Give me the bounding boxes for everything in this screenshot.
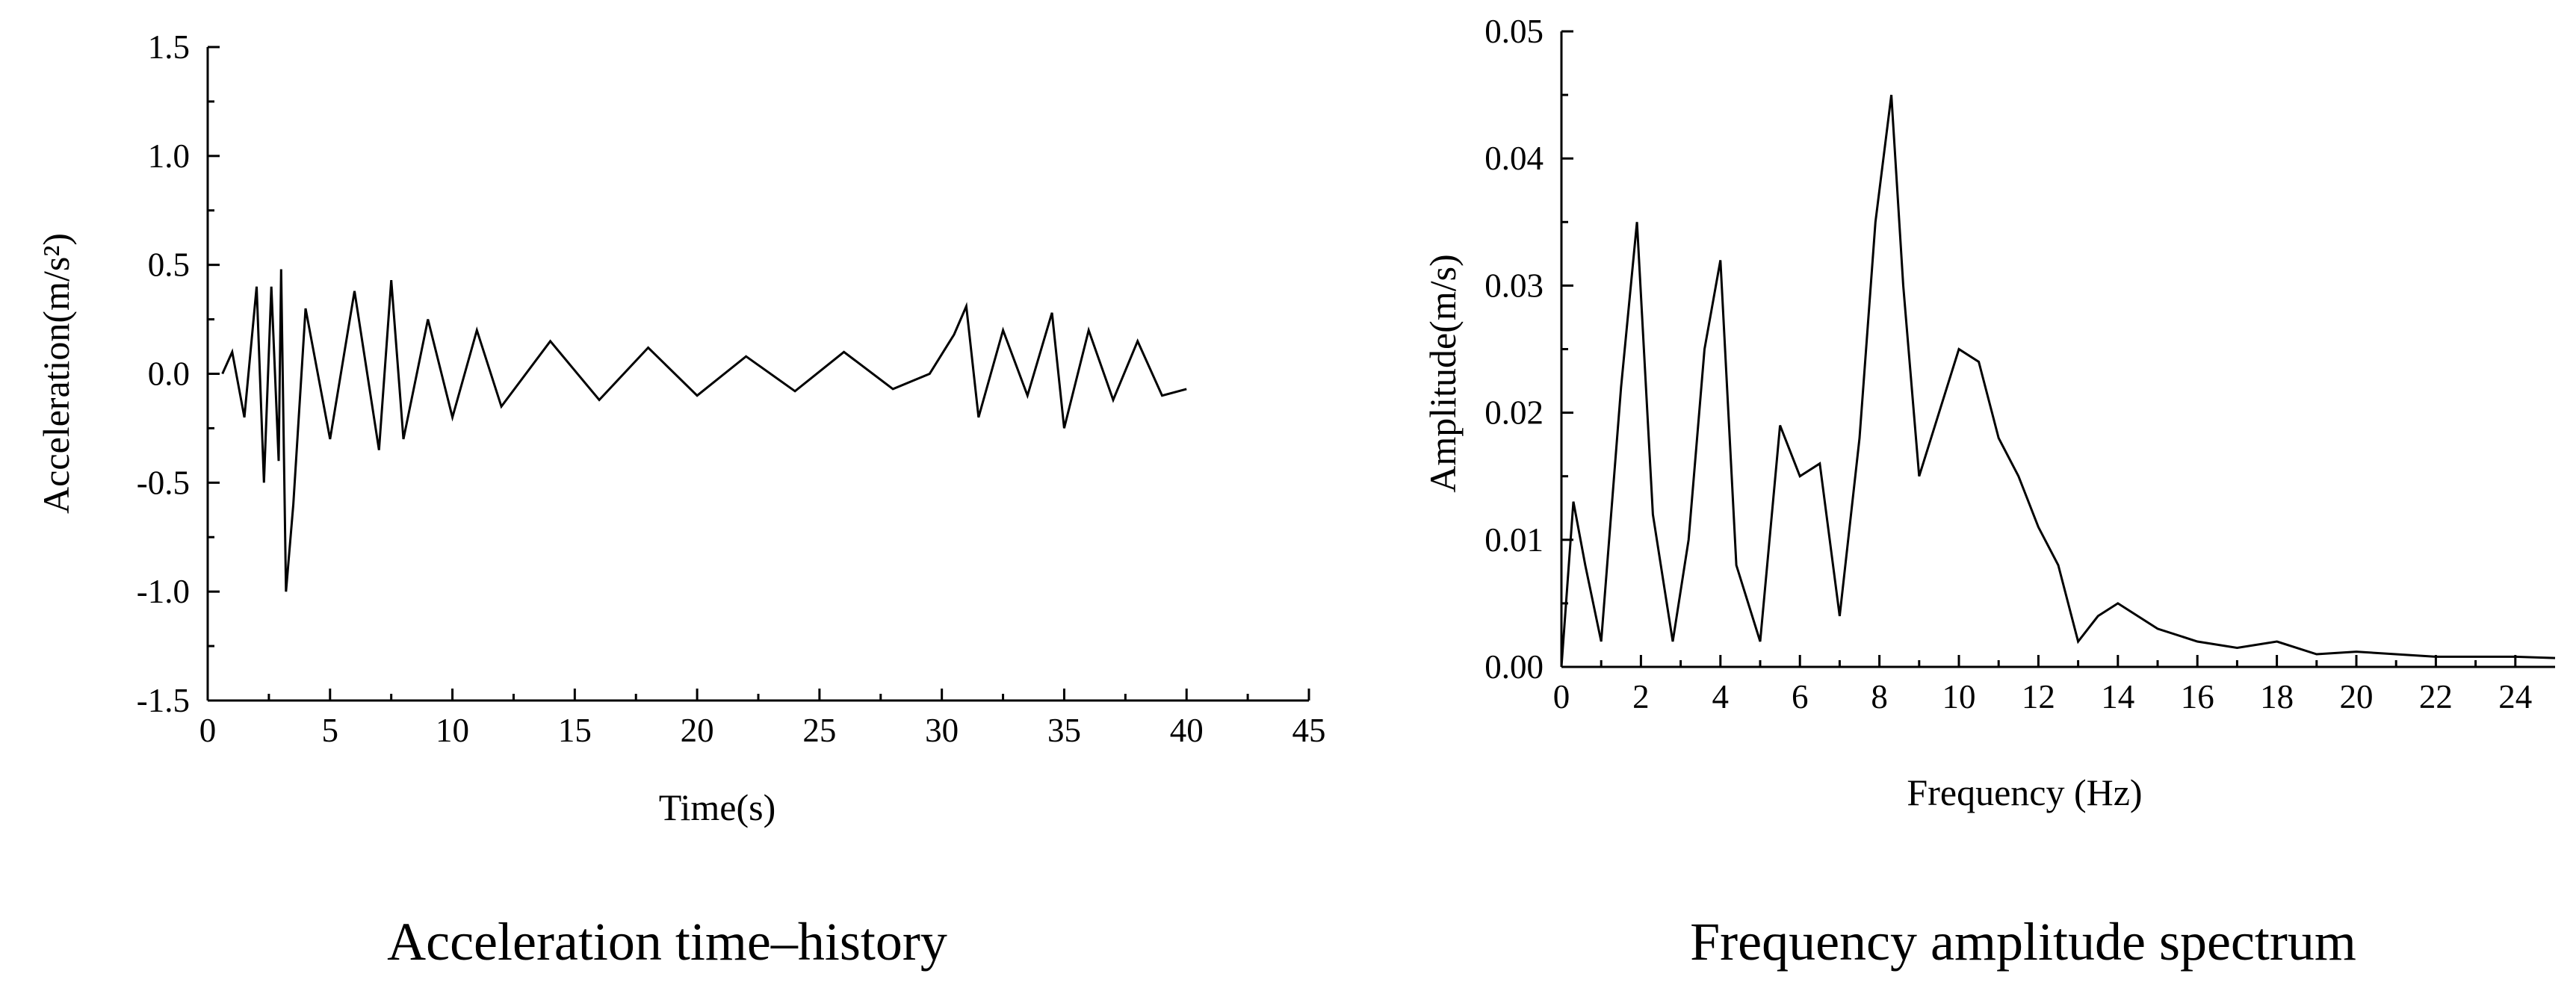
acc-y-axis-title: Acceleration(m/s²): [35, 233, 77, 514]
spec-x-tick-label: 16: [2181, 678, 2214, 715]
spec-x-tick-label: 18: [2260, 678, 2294, 715]
acc-y-ticks: 1.5 1.0 0.5 0.0 -0.5 -1.0 -1.5: [137, 28, 220, 719]
acc-x-tick-label: 45: [1292, 712, 1326, 749]
acc-x-axis-title: Time(s): [659, 786, 776, 828]
spec-x-ticks: 0 2 4 6 8 10 12 14 16 18 20 22 24: [1553, 655, 2532, 715]
spec-y-tick-label: 0.04: [1484, 140, 1544, 177]
spec-y-tick-label: 0.00: [1484, 648, 1544, 686]
spec-y-tick-label: 0.03: [1484, 267, 1544, 304]
acc-x-tick-label: 25: [802, 712, 836, 749]
acc-x-tick-label: 0: [199, 712, 217, 749]
spec-y-axis-title: Amplitude(m/s): [1422, 254, 1464, 492]
acc-x-tick-label: 20: [681, 712, 714, 749]
acc-x-tick-label: 35: [1047, 712, 1081, 749]
spec-x-tick-label: 4: [1712, 678, 1730, 715]
spec-y-ticks: 0.05 0.04 0.03 0.02 0.01 0.00: [1484, 13, 1573, 686]
spec-caption: Frequency amplitude spectrum: [1690, 912, 2356, 972]
spec-x-tick-label: 22: [2419, 678, 2453, 715]
acc-y-tick-label: -0.5: [137, 464, 190, 501]
acc-x-ticks: 0 5 10 15 20 25 30 35 40 45: [199, 689, 1326, 749]
spec-x-tick-label: 0: [1553, 678, 1570, 715]
spec-x-tick-label: 24: [2498, 678, 2532, 715]
spec-x-tick-label: 2: [1632, 678, 1650, 715]
acc-y-tick-label: -1.5: [137, 682, 190, 719]
spec-x-tick-label: 6: [1792, 678, 1809, 715]
acc-x-tick-label: 5: [322, 712, 339, 749]
spec-x-tick-label: 14: [2101, 678, 2134, 715]
spec-x-tick-label: 8: [1871, 678, 1888, 715]
acc-caption: Acceleration time–history: [387, 912, 947, 972]
acc-y-tick-label: 1.0: [148, 137, 190, 175]
acc-y-tick-label: -1.0: [137, 573, 190, 610]
spec-x-axis-title: Frequency (Hz): [1907, 771, 2142, 813]
spec-series-line: [1560, 94, 2556, 668]
acc-series-line: [221, 269, 1187, 592]
acceleration-chart: 1.5 1.0 0.5 0.0 -0.5 -1.0 -1.5 0 5 10 15 20 25 30 35 4…: [35, 28, 1326, 972]
spec-y-tick-label: 0.05: [1484, 13, 1544, 50]
acc-y-tick-label: 0.0: [148, 355, 190, 393]
spec-x-tick-label: 20: [2340, 678, 2374, 715]
acc-x-tick-label: 15: [558, 712, 592, 749]
spec-x-tick-label: 10: [1942, 678, 1976, 715]
acc-x-tick-label: 40: [1170, 712, 1204, 749]
acc-y-tick-label: 0.5: [148, 246, 190, 284]
acc-y-tick-label: 1.5: [148, 28, 190, 66]
spec-y-tick-label: 0.02: [1484, 394, 1544, 432]
acc-x-tick-label: 30: [925, 712, 959, 749]
acc-x-tick-label: 10: [436, 712, 469, 749]
spec-x-tick-label: 12: [2022, 678, 2055, 715]
spectrum-chart: 0.050.040.030.020.010.00 0 2 4 6 8 10 12 14 16 18…: [1422, 13, 2556, 972]
spec-y-tick-label: 0.01: [1484, 521, 1544, 559]
